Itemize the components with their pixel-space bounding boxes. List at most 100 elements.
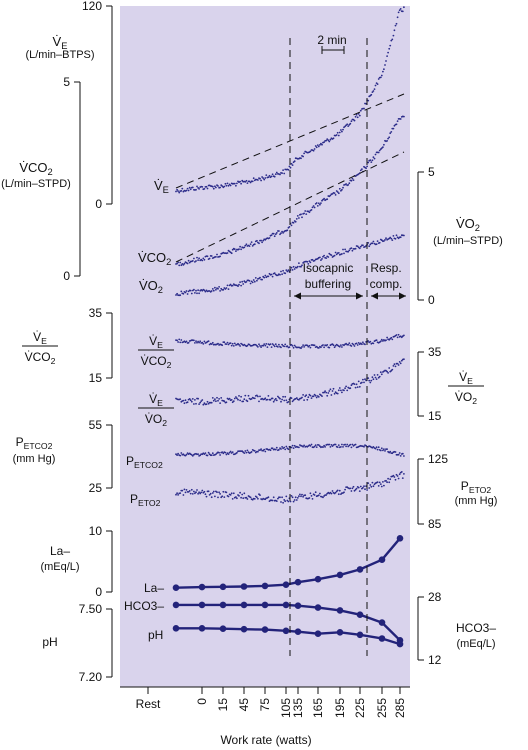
- x-tick-label: 195: [333, 698, 347, 718]
- data-point: [351, 443, 354, 446]
- data-point: [397, 364, 400, 366]
- data-point: [372, 446, 375, 448]
- data-point: [350, 120, 353, 123]
- data-point: [264, 344, 267, 347]
- data-point: [281, 496, 283, 499]
- x-tick-label: 285: [393, 698, 407, 718]
- vco2_vo2-right-tick-label: 5: [428, 165, 435, 179]
- series-marker: [294, 602, 302, 609]
- data-point: [238, 343, 240, 346]
- data-point: [379, 76, 382, 79]
- data-point: [330, 444, 333, 446]
- data-point: [368, 379, 371, 382]
- data-point: [283, 446, 286, 449]
- label-sub: E: [41, 336, 47, 346]
- data-point: [280, 346, 282, 349]
- data-point: [230, 252, 233, 255]
- data-point: [198, 257, 201, 260]
- ve-vco2-series-label-num: V̇E: [149, 334, 163, 350]
- data-point: [337, 389, 340, 392]
- data-point: [186, 293, 189, 295]
- series-marker: [378, 556, 386, 563]
- data-point: [271, 447, 274, 450]
- data-point: [372, 378, 375, 381]
- data-point: [278, 448, 280, 451]
- data-point: [291, 164, 294, 167]
- data-point: [392, 34, 395, 37]
- ph_hco3-left-tick-label: 7.50: [79, 602, 103, 616]
- data-point: [338, 187, 341, 190]
- series-marker: [336, 571, 344, 579]
- data-point: [217, 287, 219, 290]
- data-point: [383, 143, 385, 146]
- label-sub: E: [467, 376, 473, 386]
- data-point: [292, 265, 295, 268]
- data-point: [325, 494, 328, 496]
- data-point: [363, 107, 365, 110]
- data-point: [250, 398, 253, 400]
- data-point: [285, 399, 288, 402]
- data-point: [202, 343, 205, 345]
- data-point: [229, 184, 232, 187]
- data-point: [290, 397, 293, 399]
- data-point: [290, 495, 293, 497]
- data-point: [273, 175, 276, 178]
- data-point: [202, 403, 205, 406]
- data-point: [398, 473, 401, 476]
- label-main: V̇O: [139, 278, 158, 293]
- data-point: [363, 381, 365, 384]
- data-point: [246, 449, 249, 452]
- data-point: [329, 194, 332, 197]
- data-point: [347, 125, 350, 127]
- data-point: [348, 182, 351, 185]
- vco2_vo2-left-tick-label: 5: [63, 75, 70, 89]
- data-point: [395, 334, 398, 336]
- data-point: [354, 115, 357, 118]
- data-point: [212, 399, 215, 402]
- data-point: [392, 127, 395, 130]
- data-point: [363, 485, 365, 488]
- data-point: [176, 339, 179, 342]
- data-point: [243, 398, 246, 401]
- data-point: [274, 343, 277, 346]
- data-point: [397, 453, 400, 456]
- data-point: [175, 190, 177, 193]
- data-point: [264, 450, 267, 453]
- data-point: [343, 491, 345, 494]
- data-point: [334, 491, 337, 494]
- data-point: [290, 162, 293, 165]
- series-marker: [378, 619, 386, 626]
- data-point: [284, 395, 287, 398]
- data-point: [178, 191, 181, 194]
- data-point: [375, 339, 378, 342]
- data-point: [367, 161, 370, 164]
- data-point: [193, 403, 195, 405]
- data-point: [230, 399, 233, 401]
- data-point: [324, 446, 326, 448]
- data-point: [300, 265, 302, 268]
- data-point: [391, 338, 394, 341]
- data-point: [309, 492, 312, 495]
- data-point: [349, 387, 352, 390]
- data-point: [278, 396, 280, 399]
- data-point: [281, 230, 283, 233]
- data-point: [191, 455, 194, 457]
- x-tick-label-rest: Rest: [136, 697, 161, 711]
- data-point: [223, 496, 226, 498]
- data-point: [338, 387, 341, 389]
- data-point: [296, 215, 299, 217]
- data-point: [191, 493, 194, 495]
- data-point: [380, 447, 383, 450]
- data-point: [229, 494, 232, 496]
- data-point: [224, 182, 227, 185]
- data-point: [372, 342, 375, 345]
- data-point: [288, 226, 291, 228]
- data-point: [210, 454, 213, 457]
- data-point: [333, 254, 336, 257]
- data-point: [370, 93, 373, 96]
- data-point: [312, 205, 315, 207]
- data-point: [331, 490, 334, 492]
- label-main: V̇: [149, 334, 157, 348]
- data-point: [373, 88, 376, 90]
- data-point: [207, 451, 210, 454]
